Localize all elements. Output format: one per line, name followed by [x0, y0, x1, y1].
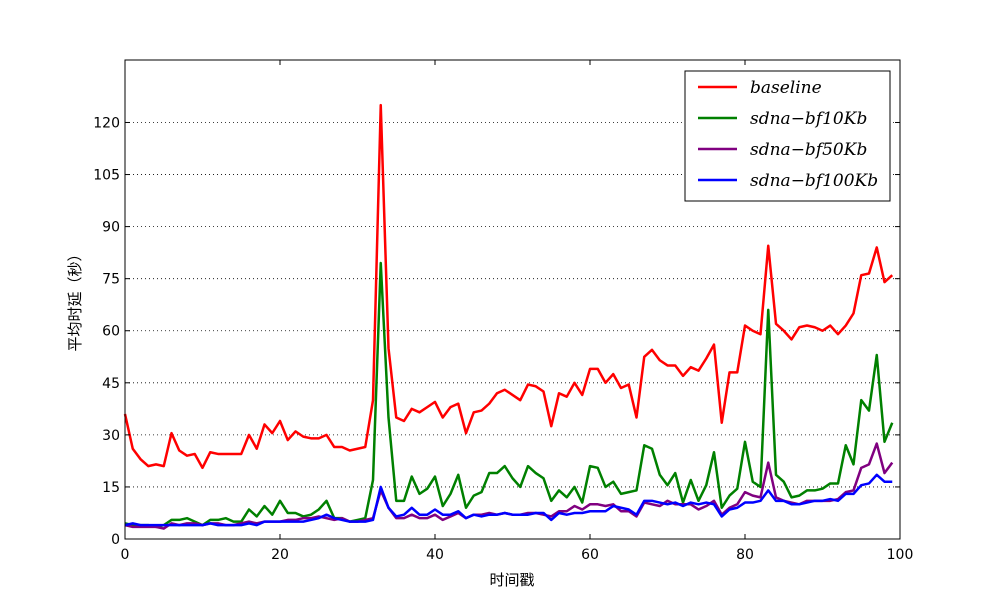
x-axis-label: 时间戳	[489, 571, 534, 589]
legend-label: sdna−bf100Kb	[750, 171, 878, 191]
legend-label: sdna−bf10Kb	[750, 109, 867, 129]
y-tick-label: 15	[102, 480, 120, 496]
y-axis-label: 平均时延（秒）	[66, 246, 84, 351]
x-tick-label: 20	[271, 547, 289, 563]
axis-ticks: 0 15 30 45 60 75 90 105 120 0 20 40 60 80 100	[93, 60, 913, 563]
y-tick-label: 60	[102, 324, 120, 340]
y-tick-label: 90	[102, 220, 120, 236]
legend: baseline sdna−bf10Kb sdna−bf50Kb sdna−bf100…	[684, 70, 891, 202]
legend-label: baseline	[750, 78, 822, 98]
y-tick-label: 30	[102, 428, 120, 444]
series-line-1	[124, 261, 894, 529]
y-tick-label: 45	[102, 376, 120, 392]
x-tick-label: 40	[426, 547, 444, 563]
y-tick-label: 120	[93, 115, 120, 131]
series-line-3	[124, 473, 893, 527]
plot-frame	[124, 59, 901, 540]
x-tick-label: 80	[736, 547, 754, 563]
x-tick-label: 60	[581, 547, 599, 563]
y-tick-label: 105	[93, 168, 120, 184]
series-line-0	[123, 103, 894, 470]
legend-label: sdna−bf50Kb	[750, 140, 867, 160]
y-tick-label: 0	[111, 532, 120, 548]
series-lines	[123, 103, 894, 530]
y-tick-label: 75	[102, 272, 120, 288]
x-tick-label: 100	[887, 547, 914, 563]
x-tick-label: 0	[121, 547, 130, 563]
